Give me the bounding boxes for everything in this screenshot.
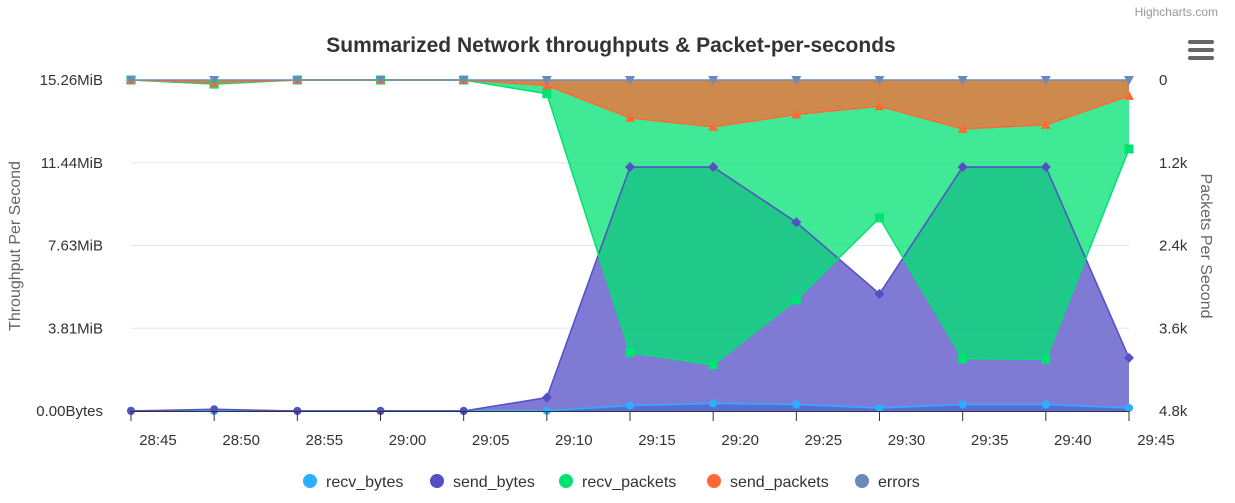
recv_bytes-point [1041,400,1050,409]
y-axis-left-label: Throughput Per Second [7,161,24,331]
errors-point [708,76,719,85]
errors-point [957,76,968,85]
legend: recv_bytes send_bytes recv_packets send_pac… [303,474,920,491]
legend-symbol [559,474,573,488]
errors-point [541,76,552,85]
errors-point [1040,76,1051,85]
errors-point [126,76,136,85]
x-tick-label: 29:00 [389,432,427,449]
send_bytes-point [791,217,802,228]
errors-point [375,76,386,85]
recv_packets-point [1124,144,1134,154]
send_packets-point [874,101,885,111]
x-tick-label: 29:40 [1054,432,1092,449]
menu-icon[interactable] [1188,40,1214,64]
recv_bytes-point [958,400,967,409]
recv_packets-point [1041,354,1051,364]
x-tick-label: 29:10 [555,432,593,449]
legend-label: send_packets [730,474,829,491]
send_bytes-point [1124,352,1134,363]
x-tick-label: 29:30 [888,432,926,449]
send_packets-point [708,121,719,131]
legend-item-send_packets[interactable]: send_packets [707,474,829,491]
x-tick-label: 29:25 [805,432,843,449]
recv_bytes-point [875,403,884,412]
y-right-tick-label: 2.4k [1159,238,1188,255]
legend-symbol [430,474,444,488]
credits-link[interactable]: Highcharts.com [1134,5,1218,19]
errors-point [874,76,885,85]
series-markers [126,75,1134,415]
y-left-tick-label: 11.44MiB [41,155,103,172]
x-tick-label: 28:50 [222,432,260,449]
recv_bytes-point [1125,403,1133,412]
errors-point [1124,76,1134,85]
y-right-tick-label: 0 [1159,72,1167,89]
errors-point [791,76,802,85]
recv_packets-point [875,213,884,223]
legend-item-recv_bytes[interactable]: recv_bytes [303,474,403,491]
send_packets-point [791,109,802,119]
legend-symbol [707,474,721,488]
send_packets-point [1124,90,1134,100]
legend-label: recv_bytes [326,474,403,491]
errors-point [292,76,303,85]
recv_packets-point [542,89,552,99]
send_bytes-point [625,161,635,172]
x-tick-label: 29:20 [721,432,759,449]
send_bytes-point [708,161,719,172]
errors-point [625,76,635,85]
y-right-tick-label: 3.6k [1159,320,1188,337]
recv_packets-point [958,354,968,364]
send_bytes-point [874,288,885,299]
y-axis-right-label: Packets Per Second [1197,174,1214,319]
legend-label: errors [878,474,920,491]
legend-symbol [303,474,317,488]
y-left-tick-label: 3.81MiB [48,320,103,337]
x-axis: 28:45 28:50 28:55 29:00 29:05 29:10 29:15 29:20… [130,411,1175,449]
y-left-tick-label: 7.63MiB [48,238,103,255]
legend-item-errors[interactable]: errors [855,474,920,491]
y-axis-right: 0 1.2k 2.4k 3.6k 4.8k [1159,72,1188,420]
send_packets-point [625,112,635,122]
send_packets-point [541,80,552,90]
x-tick-label: 29:15 [638,432,676,449]
send_bytes-point [1040,161,1051,172]
y-left-tick-label: 0.00Bytes [36,403,103,420]
legend-symbol [855,474,869,488]
recv_packets-area [131,80,1129,365]
x-tick-label: 28:45 [139,432,177,449]
legend-item-send_bytes[interactable]: send_bytes [430,474,535,491]
y-right-tick-label: 4.8k [1159,403,1188,420]
x-tick-label: 29:05 [472,432,510,449]
recv_bytes-point [626,401,634,410]
recv_bytes-point [709,399,718,408]
y-right-tick-label: 1.2k [1159,155,1188,172]
x-tick-label: 28:55 [306,432,344,449]
recv_packets-point [625,347,635,357]
send_bytes-point [541,392,552,403]
x-tick-label: 29:45 [1137,432,1175,449]
send_bytes-point [957,161,968,172]
y-left-tick-label: 15.26MiB [40,72,103,89]
recv_bytes-point [792,400,801,409]
send_packets-point [957,123,968,133]
send_packets-area [131,80,1129,129]
errors-point [458,76,469,85]
recv_packets-point [708,360,718,370]
y-axis-left: 0.00Bytes 3.81MiB 7.63MiB 11.44MiB 15.26MiB [36,72,103,420]
legend-label: send_bytes [453,474,535,491]
errors-point [209,76,220,85]
chart-title: Summarized Network throughputs & Packet-… [326,34,895,57]
x-tick-label: 29:35 [971,432,1009,449]
legend-item-recv_packets[interactable]: recv_packets [559,474,676,491]
legend-label: recv_packets [582,474,676,491]
send_packets-point [1040,119,1051,129]
recv_packets-point [791,295,801,305]
recv_bytes-point [542,406,551,415]
